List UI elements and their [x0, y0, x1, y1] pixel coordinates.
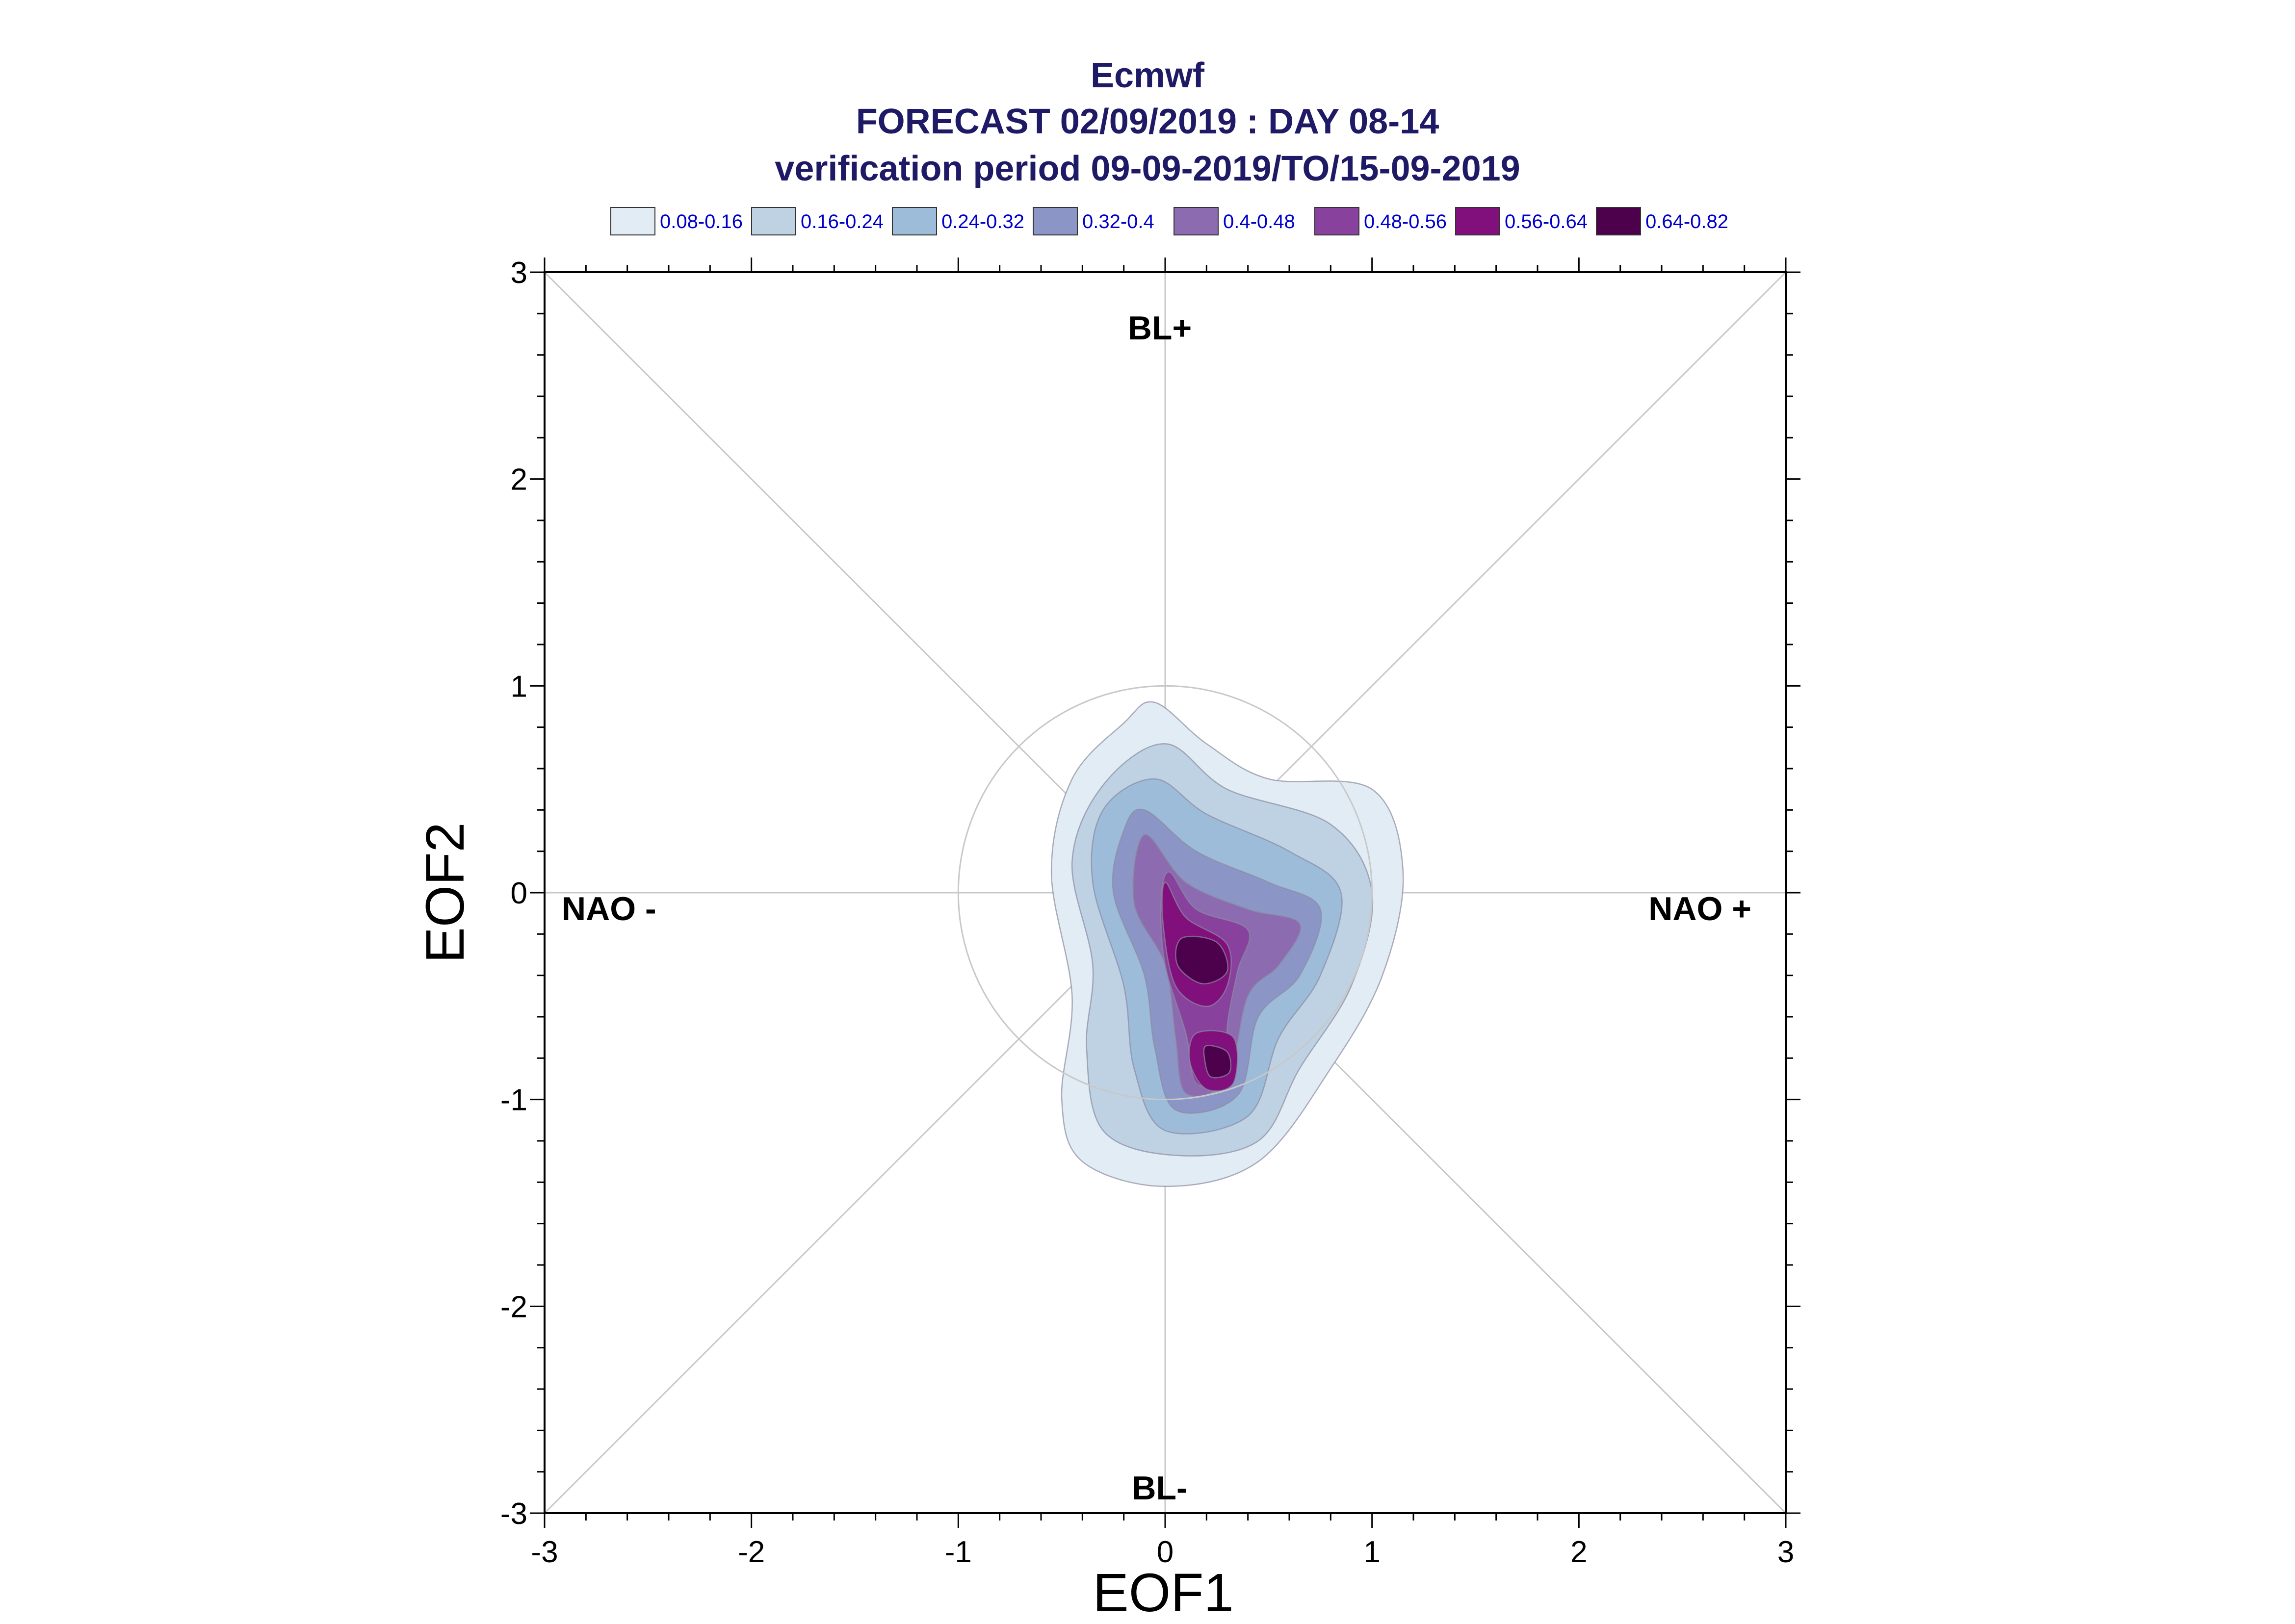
contour-band-9: [1203, 1045, 1232, 1079]
x-tick-label: 0: [1157, 1535, 1174, 1569]
legend: 0.08-0.16 0.16-0.24 0.24-0.32 0.32-0.4 0.4-0…: [610, 207, 1728, 235]
y-tick-label: -2: [500, 1290, 527, 1324]
x-tick-label: -3: [531, 1535, 558, 1569]
legend-label: 0.48-0.56: [1364, 211, 1447, 232]
legend-swatch: [1314, 207, 1359, 235]
legend-swatch: [892, 207, 937, 235]
y-axis-title: EOF2: [415, 822, 475, 963]
legend-label: 0.08-0.16: [660, 211, 743, 232]
legend-label: 0.4-0.48: [1223, 211, 1295, 232]
legend-swatch: [1174, 207, 1219, 235]
y-tick-label: -1: [500, 1083, 527, 1117]
regime-label-nao-minus: NAO -: [562, 890, 656, 928]
x-tick-label: 2: [1570, 1535, 1587, 1569]
y-tick-label: 1: [511, 670, 527, 703]
x-tick-label: 3: [1777, 1535, 1794, 1569]
chart-subtitle-forecast: FORECAST 02/09/2019 : DAY 08-14: [856, 102, 1439, 141]
x-tick-label: -1: [945, 1535, 972, 1569]
density-contours: [1050, 701, 1404, 1187]
legend-swatch: [1455, 207, 1500, 235]
chart-title: Ecmwf: [1091, 56, 1205, 95]
legend-swatch: [1596, 207, 1641, 235]
axis-ticks: -3 -2 -1 0 1 2 3 3 2 1 0 -1 -2 -3: [500, 256, 1800, 1569]
legend-swatch: [610, 207, 655, 235]
legend-swatch: [1033, 207, 1078, 235]
legend-label: 0.64-0.82: [1645, 211, 1728, 232]
plot-area: [544, 271, 1787, 1514]
regime-label-bl-plus: BL+: [1128, 309, 1192, 347]
legend-label: 0.56-0.64: [1505, 211, 1588, 232]
regime-label-bl-minus: BL-: [1132, 1469, 1187, 1507]
chart-subtitle-verification: verification period 09-09-2019/TO/15-09-…: [775, 149, 1520, 188]
reference-circle: [957, 685, 1373, 1101]
legend-label: 0.32-0.4: [1082, 211, 1154, 232]
x-tick-label: -2: [738, 1535, 765, 1569]
regime-label-nao-plus: NAO +: [1648, 890, 1751, 928]
contour-band-8: [1175, 935, 1228, 984]
legend-label: 0.24-0.32: [941, 211, 1024, 232]
x-tick-label: 1: [1363, 1535, 1380, 1569]
y-tick-label: 0: [511, 876, 527, 910]
legend-swatch: [751, 207, 796, 235]
x-axis-title: EOF1: [1093, 1563, 1233, 1623]
y-tick-label: 3: [511, 256, 527, 290]
legend-label: 0.16-0.24: [801, 211, 884, 232]
y-tick-label: -3: [500, 1497, 527, 1531]
y-tick-label: 2: [511, 463, 527, 497]
